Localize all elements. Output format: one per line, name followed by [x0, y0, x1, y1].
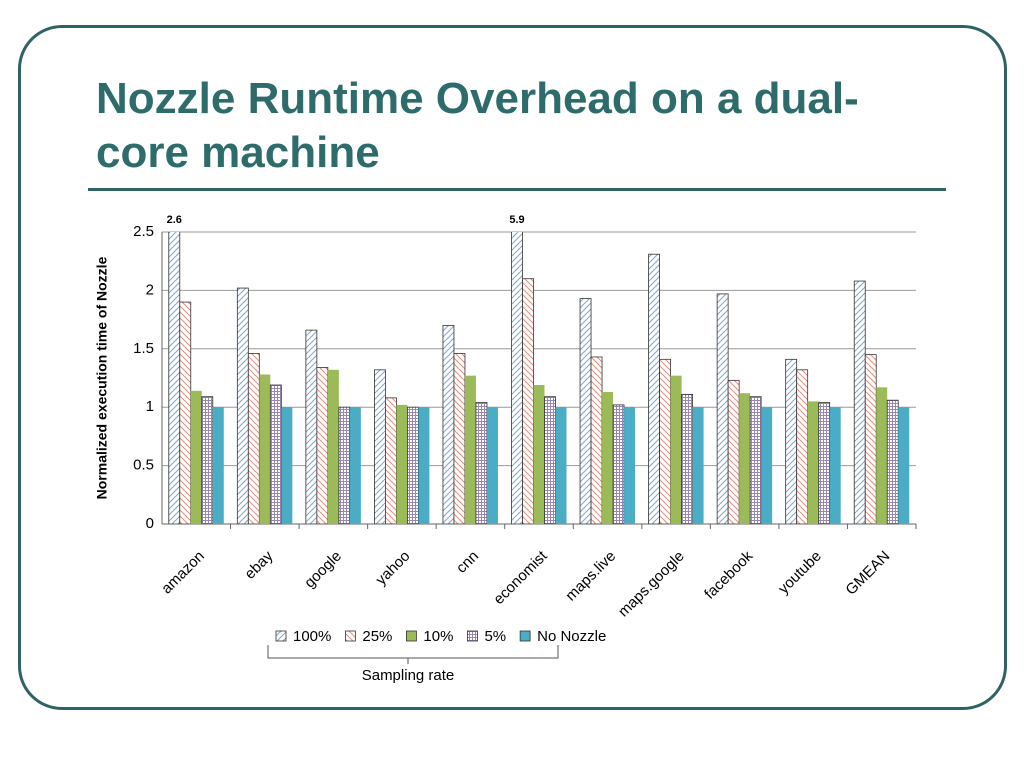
x-tick-label: amazon: [158, 548, 208, 598]
bar: [374, 369, 386, 524]
y-tick-label: 2.5: [133, 223, 154, 240]
bar: [168, 232, 181, 524]
y-tick-label: 0: [146, 515, 154, 532]
bar: [407, 406, 419, 524]
bar: [796, 369, 809, 524]
bar: [886, 399, 899, 524]
bar: [876, 387, 888, 524]
bar: [179, 301, 192, 524]
bar: [486, 407, 498, 524]
x-tick-label: economist: [490, 547, 551, 608]
bar: [716, 293, 729, 524]
bar: [864, 354, 877, 524]
slide-title: Nozzle Runtime Overhead on a dual-core m…: [96, 74, 859, 177]
bar: [785, 358, 798, 524]
legend-swatch: [344, 630, 356, 642]
bar: [464, 375, 476, 524]
y-tick-label: 0.5: [133, 457, 154, 474]
bar: [281, 407, 293, 524]
bar: [853, 280, 866, 524]
legend-label: No Nozzle: [537, 628, 606, 645]
bar: [327, 369, 339, 524]
bar: [807, 401, 819, 524]
bar: [692, 407, 704, 524]
legend-label: 100%: [293, 628, 331, 645]
x-tick-label: cnn: [453, 548, 482, 577]
legend-swatch: [406, 630, 417, 642]
bar: [624, 407, 636, 524]
legend-swatch: [467, 630, 478, 642]
bar: [396, 404, 408, 524]
legend-label: 5%: [484, 628, 506, 645]
bar: [602, 392, 614, 524]
slide-frame: [18, 25, 1007, 710]
bars: [168, 232, 910, 524]
y-axis-label: Normalized execution time of Nozzle: [94, 256, 110, 499]
value-label: 2.6: [167, 214, 182, 226]
bar: [659, 358, 671, 524]
bar: [898, 407, 910, 524]
bar: [648, 253, 660, 524]
bar: [681, 393, 693, 524]
bar: [522, 278, 534, 524]
x-tick-label: youtube: [775, 548, 825, 598]
bar: [201, 396, 214, 524]
title-rule: [88, 188, 946, 191]
bar: [590, 356, 603, 524]
bar: [190, 390, 202, 524]
bar: [511, 232, 523, 524]
bar: [555, 407, 567, 524]
legend-bracket: [267, 645, 559, 664]
legend-title: Sampling rate: [362, 667, 455, 684]
bar: [316, 367, 329, 524]
bar: [829, 407, 841, 524]
value-label: 5.9: [509, 214, 524, 226]
legend-label: 25%: [362, 628, 392, 645]
legend-swatch: [519, 630, 531, 642]
y-tick-label: 1.5: [133, 340, 154, 357]
bar: [442, 325, 455, 524]
legend-label: 10%: [423, 628, 453, 645]
bar: [475, 402, 488, 524]
x-tick-label: maps.live: [562, 548, 619, 605]
bar: [579, 298, 592, 524]
bar: [761, 407, 773, 524]
bar: [544, 396, 556, 524]
x-tick-label: GMEAN: [842, 548, 893, 599]
bar: [453, 353, 466, 524]
y-tick-label: 2: [146, 281, 154, 298]
bar: [749, 396, 762, 524]
x-tick-label: ebay: [241, 547, 276, 582]
bar: [349, 407, 361, 524]
bar: [385, 397, 397, 524]
bar: [612, 404, 625, 524]
bar: [212, 407, 224, 524]
bar: [305, 329, 318, 524]
bar: [269, 384, 282, 524]
bar: [236, 287, 249, 524]
bar: [247, 353, 260, 524]
x-tick-label: maps.google: [615, 548, 688, 621]
bar: [739, 393, 751, 524]
bar: [259, 374, 271, 524]
bar: [670, 375, 682, 524]
bar: [418, 407, 430, 524]
bar: [533, 385, 545, 524]
x-tick-label: facebook: [701, 547, 756, 602]
bar: [727, 379, 740, 524]
x-tick-label: yahoo: [373, 548, 414, 589]
bar: [338, 406, 351, 524]
bar: [818, 402, 831, 524]
y-tick-label: 1: [146, 398, 154, 415]
legend-swatch: [275, 630, 287, 642]
x-tick-label: google: [301, 548, 345, 592]
